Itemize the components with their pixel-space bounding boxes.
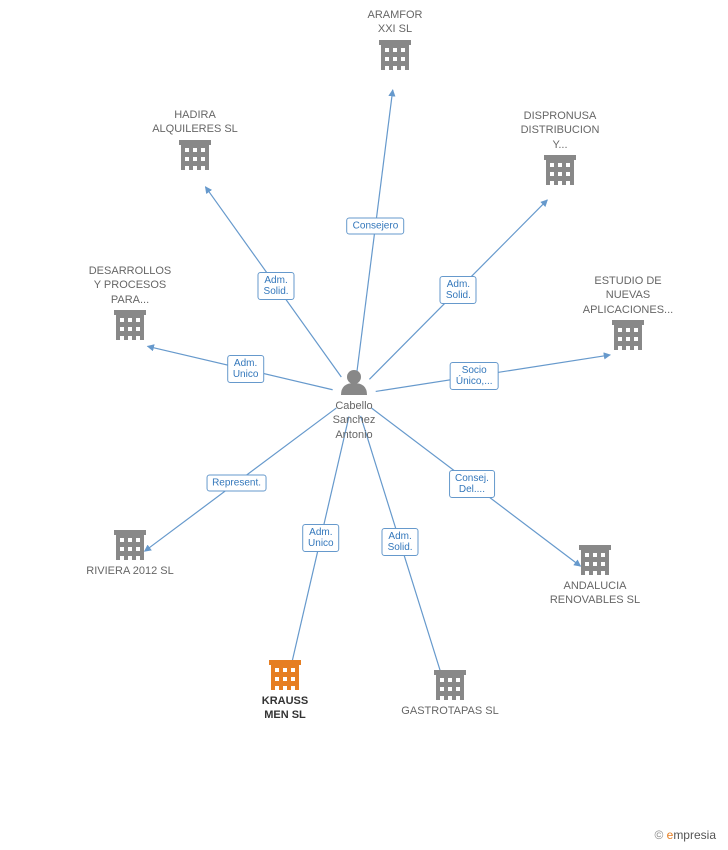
node-label: ESTUDIO DE NUEVAS APLICACIONES... xyxy=(563,274,693,317)
brand-name: empresia xyxy=(667,828,716,842)
edge-label: Adm. Unico xyxy=(302,524,340,552)
edge-label: Consej. Del.... xyxy=(449,470,495,498)
building-icon xyxy=(114,310,146,340)
copyright-symbol: © xyxy=(654,828,663,842)
center-node-label: Cabello Sanchez Antonio xyxy=(314,399,394,442)
building-icon xyxy=(179,140,211,170)
edge-label: Consejero xyxy=(347,217,405,234)
edge-label: Adm. Unico xyxy=(227,355,265,383)
center-person-icon xyxy=(341,370,367,395)
node-label: RIVIERA 2012 SL xyxy=(70,564,190,578)
building-icon xyxy=(612,320,644,350)
building-icon xyxy=(269,660,301,690)
building-icon xyxy=(434,670,466,700)
node-label: KRAUSS MEN SL xyxy=(240,694,330,723)
edge-label: Represent. xyxy=(206,474,267,491)
node-label: GASTROTAPAS SL xyxy=(380,704,520,718)
edge-label: Adm. Solid. xyxy=(382,528,419,556)
building-icon xyxy=(544,155,576,185)
node-label: DISPRONUSA DISTRIBUCION Y... xyxy=(500,109,620,152)
node-label: DESARROLLOS Y PROCESOS PARA... xyxy=(70,264,190,307)
brand-rest: mpresia xyxy=(673,828,716,842)
node-label: ARAMFOR XXI SL xyxy=(345,8,445,37)
footer-copyright: © empresia xyxy=(654,828,716,842)
building-icon xyxy=(379,40,411,70)
building-icon xyxy=(579,545,611,575)
building-icon xyxy=(114,530,146,560)
node-label: ANDALUCIA RENOVABLES SL xyxy=(530,579,660,608)
edge-label: Adm. Solid. xyxy=(258,272,295,300)
edge-label: Socio Único,... xyxy=(450,362,499,390)
node-label: HADIRA ALQUILERES SL xyxy=(135,108,255,137)
edge-label: Adm. Solid. xyxy=(440,276,477,304)
